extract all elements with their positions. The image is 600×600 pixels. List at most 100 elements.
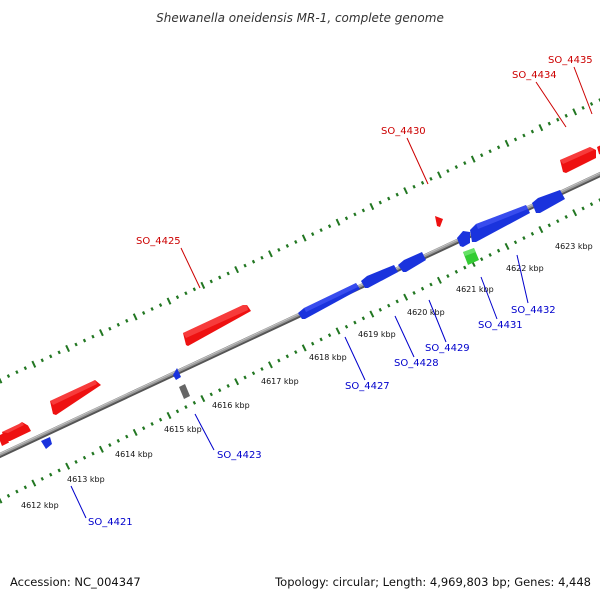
outer-tick [209,279,213,284]
tick-label-4617: 4617 kbp [261,377,299,386]
outer-tick [378,200,382,205]
tick-label-4623: 4623 kbp [555,242,593,251]
gene-so4428[interactable] [361,265,398,288]
inner-tick [31,479,37,487]
gene-so4430b[interactable] [457,231,470,247]
inner-tick [538,225,544,234]
outer-tick [335,218,341,226]
gene-so4427[interactable] [298,283,360,319]
tick-label-4620: 4620 kbp [407,308,445,317]
outer-tick [158,303,163,307]
outer-tick [420,180,425,185]
reverse-gene-label-so_4427[interactable]: SO_4427 [345,381,390,392]
inner-tick [175,409,180,414]
gene-so4435[interactable] [597,143,600,156]
gene-so4429[interactable] [398,252,426,272]
outer-tick [395,192,399,197]
gene-so4430[interactable] [435,216,443,227]
gene-so4423[interactable] [173,368,181,380]
outer-tick [243,263,247,268]
forward-gene-label-so_4430[interactable]: SO_4430 [381,126,426,137]
forward-gene-label-so_4425[interactable]: SO_4425 [136,236,181,247]
inner-tick [277,358,281,363]
outer-tick [226,271,230,276]
outer-tick [301,234,307,242]
label-connector-so_4429 [428,299,447,343]
outer-tick [504,139,510,147]
outer-tick [538,124,544,132]
outer-tick [285,244,289,248]
outer-tick [429,176,433,181]
inner-tick [49,472,53,477]
outer-tick [150,307,154,311]
gene-rna-green[interactable] [463,248,479,265]
label-connector-so_4427 [344,336,366,381]
outer-tick [564,113,568,118]
reverse-gene-label-so_4428[interactable]: SO_4428 [394,358,439,369]
outer-tick [65,344,70,353]
inner-tick [184,405,188,409]
outer-tick [132,313,138,321]
inner-tick [40,476,44,481]
outer-tick [218,275,222,280]
gene-so4434[interactable] [560,147,596,173]
inner-tick [260,367,264,371]
gene-so4421[interactable] [41,437,52,449]
outer-tick [108,326,112,331]
reverse-gene-label-so_4421[interactable]: SO_4421 [88,517,133,528]
outer-tick [99,329,104,337]
gene-so4431[interactable] [470,205,530,242]
outer-tick [488,149,492,154]
gene-so4425[interactable] [183,305,251,346]
outer-tick [125,318,129,323]
reverse-gene-label-so_4429[interactable]: SO_4429 [425,343,470,354]
inner-tick [65,462,71,470]
inner-tick [6,493,11,498]
tick-label-4615: 4615 kbp [164,425,202,434]
forward-genes [0,143,600,446]
reverse-genes [41,190,565,449]
scale-tick-labels: 4612 kbp 4613 kbp 4614 kbp 4615 kbp 4616 kbp… [21,242,593,510]
label-connector-so_4430 [406,137,429,185]
outer-tick [530,129,535,134]
inner-tick [378,307,382,312]
reverse-gene-label-so_4423[interactable]: SO_4423 [217,450,262,461]
inner-tick [310,341,315,346]
outer-tick [116,322,120,327]
inner-tick [335,327,341,335]
inner-tick [327,333,332,338]
inner-tick [23,485,28,490]
inner-tick [403,293,409,301]
outer-tick [311,232,315,236]
inner-tick [82,455,87,460]
inner-tick [218,388,222,393]
outer-tick [0,377,3,384]
gene-so4422[interactable] [2,422,31,441]
outer-tick [387,196,391,201]
outer-tick [522,133,526,138]
outer-tick [82,338,87,343]
outer-tick [49,354,53,359]
inner-tick [412,291,416,295]
label-connector-so_4423 [194,413,215,451]
forward-gene-label-so_4435[interactable]: SO_4435 [548,55,593,66]
label-connector-so_4431 [480,276,498,320]
inner-tick [74,460,78,464]
inner-tick [353,320,357,325]
inner-tick [488,253,492,257]
gene-so4432[interactable] [532,190,565,213]
gene-so4424[interactable] [50,380,101,415]
outer-tick [251,259,256,264]
reverse-gene-label-so_4432[interactable]: SO_4432 [511,305,556,316]
label-connector-so_4435 [573,66,593,115]
inner-tick [446,274,450,278]
inner-tick [387,303,391,308]
inner-tick [344,324,349,329]
reverse-gene-label-so_4431[interactable]: SO_4431 [478,320,523,331]
outer-tick [463,161,467,166]
gene-so4426-misc[interactable] [179,384,190,399]
inner-tick [395,299,399,304]
inner-tick [251,371,256,376]
forward-gene-label-so_4434[interactable]: SO_4434 [512,70,557,81]
